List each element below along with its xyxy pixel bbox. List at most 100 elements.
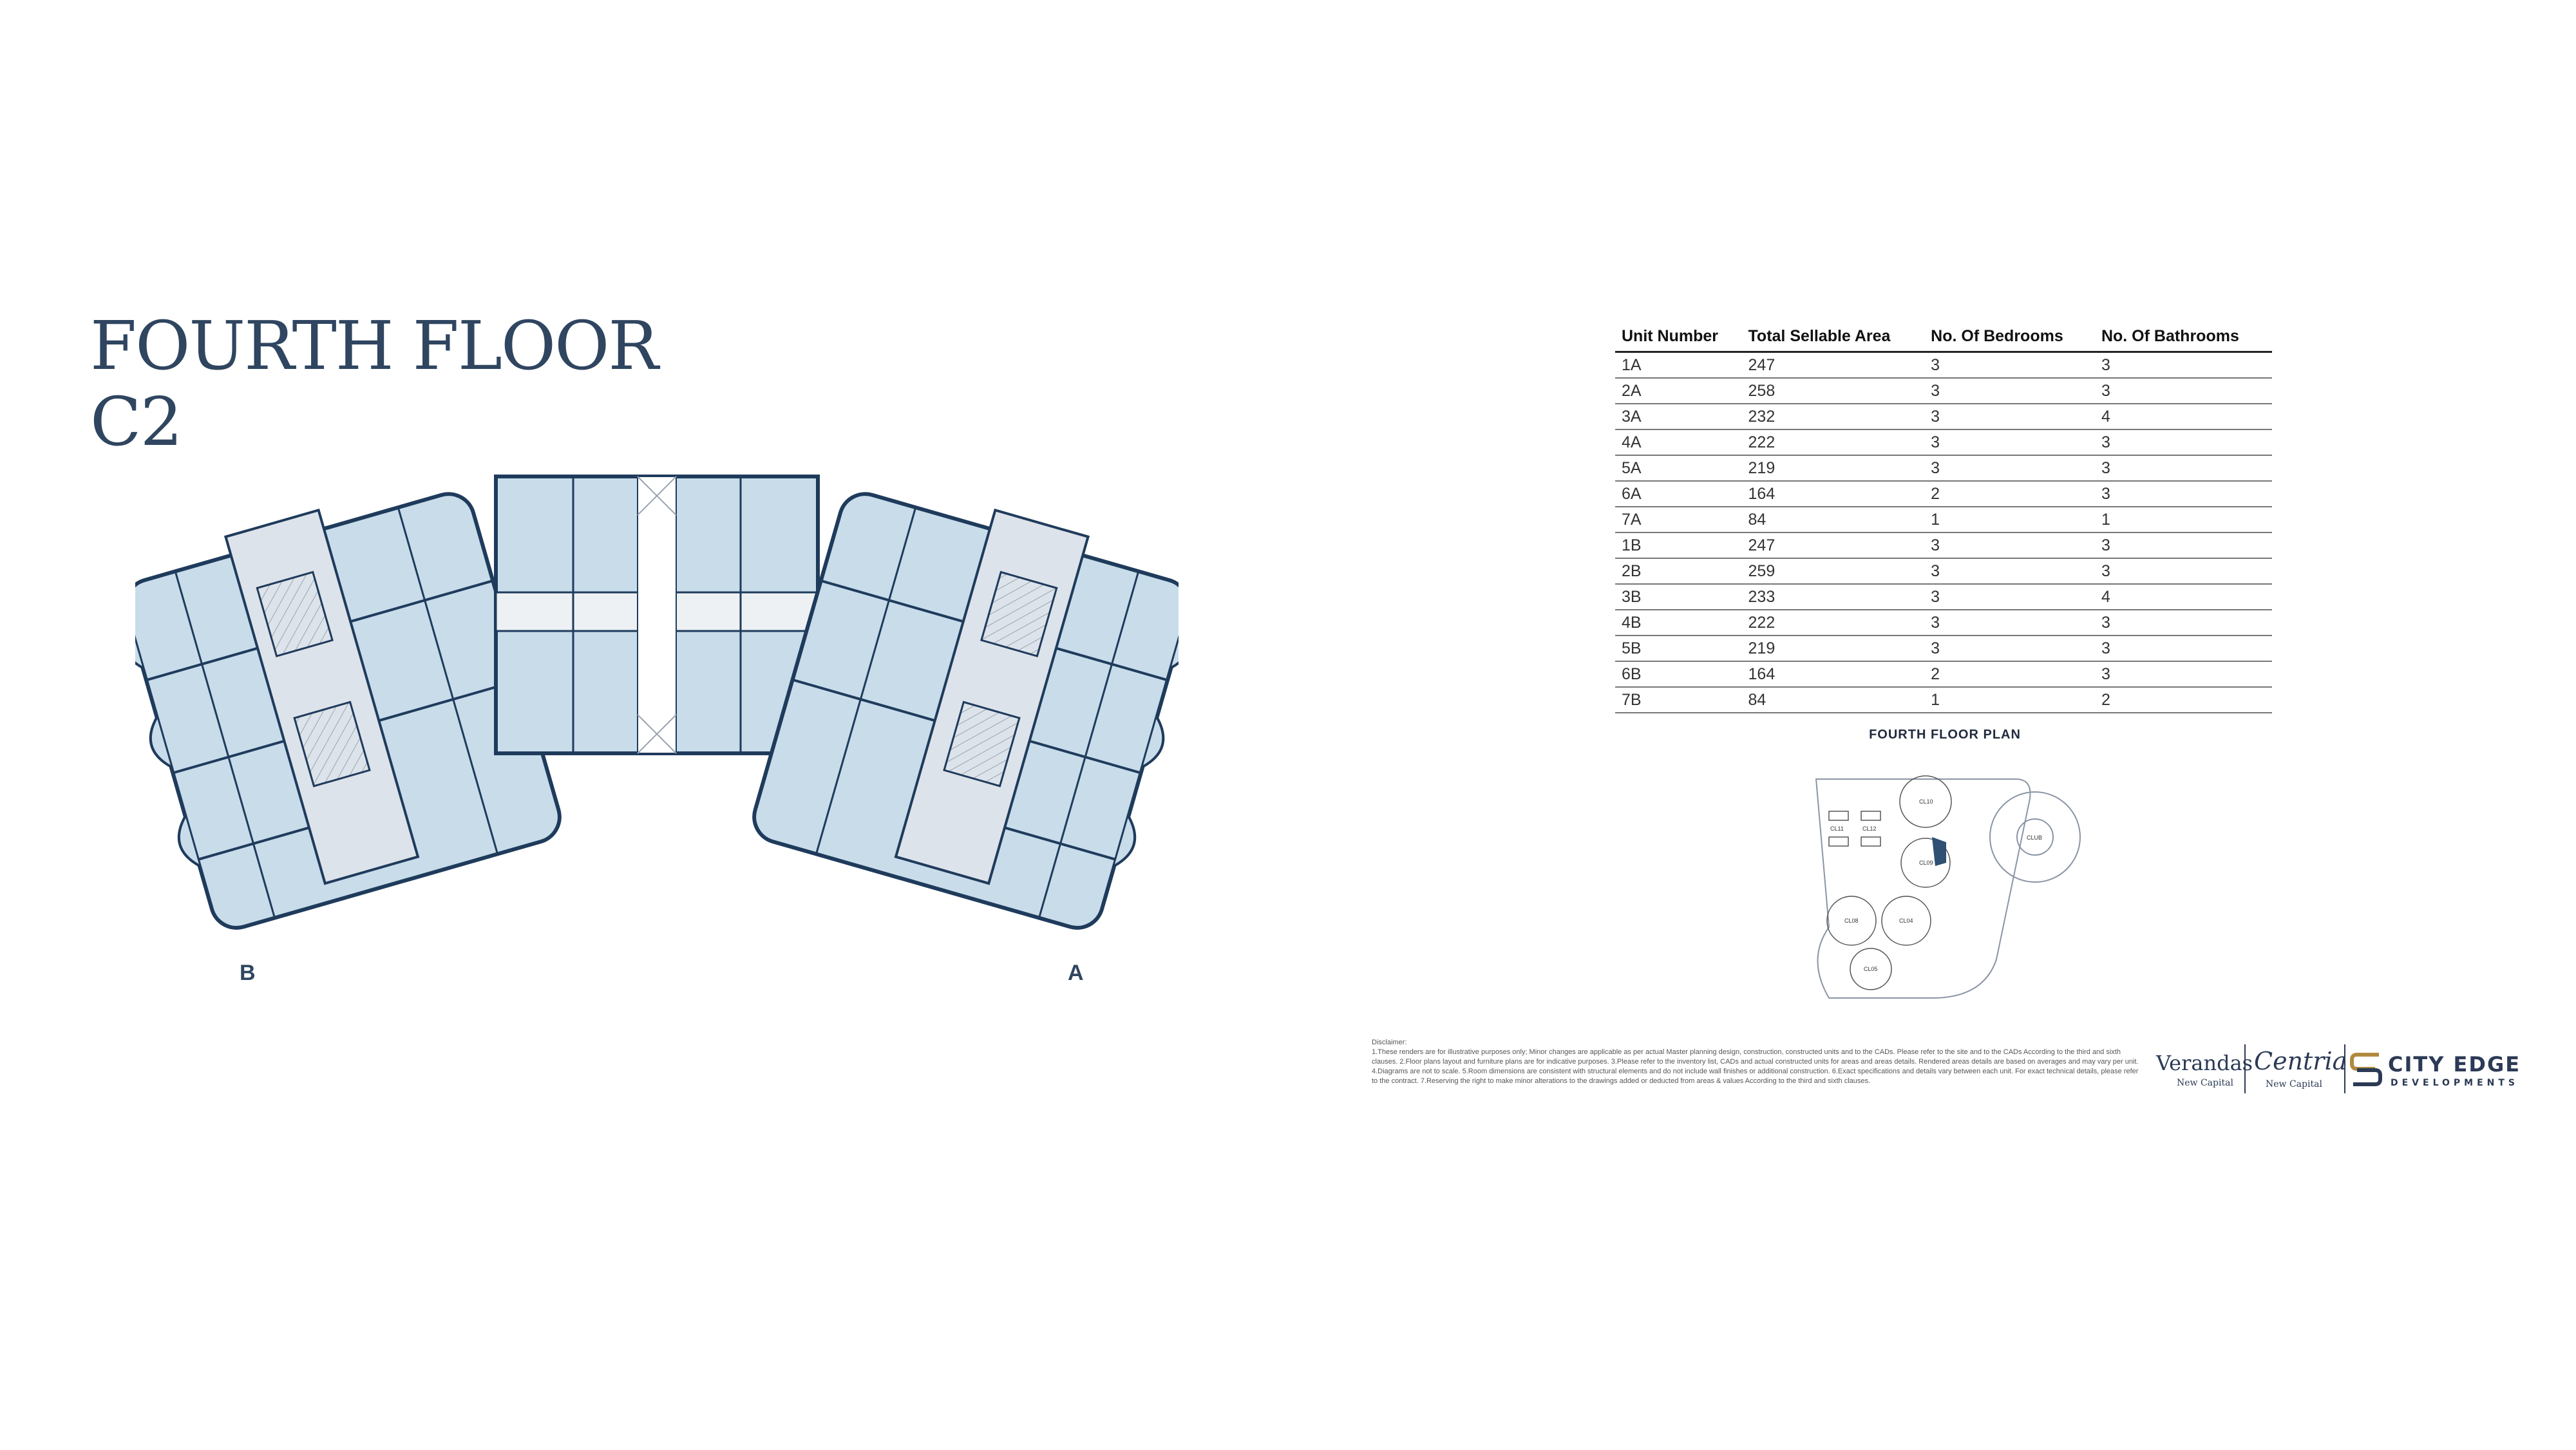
city-edge-logo: CITY EDGE xyxy=(2388,1052,2521,1077)
wing-b-stair-2 xyxy=(293,701,371,787)
cell-bathrooms: 3 xyxy=(2094,558,2272,585)
floor-plan-drawing xyxy=(135,475,1179,930)
cell-bathrooms: 4 xyxy=(2094,404,2272,430)
wing-b-bay-3 xyxy=(177,815,200,867)
cell-total-sellable-area: 84 xyxy=(1741,687,1925,713)
cluster-label-cl10: CL10 xyxy=(1919,798,1933,805)
cell-unit-number: 5A xyxy=(1615,455,1742,482)
cell-total-sellable-area: 84 xyxy=(1741,507,1925,533)
site-plan-title: FOURTH FLOOR PLAN xyxy=(1869,728,2021,742)
cell-bedrooms: 3 xyxy=(1924,532,2095,559)
table-row: 2A 258 3 3 xyxy=(1615,378,2272,404)
table-header-row: Unit Number Total Sellable Area No. Of B… xyxy=(1615,325,2272,353)
cluster-cl09: CL09 xyxy=(1900,837,1951,888)
cell-bedrooms: 3 xyxy=(1924,378,2095,404)
header-unit-number: Unit Number xyxy=(1615,325,1742,353)
centria-logo: Centria xyxy=(2254,1047,2347,1075)
central-void xyxy=(637,476,677,754)
cell-bathrooms: 3 xyxy=(2094,455,2272,482)
cell-total-sellable-area: 219 xyxy=(1741,636,1925,662)
cell-bathrooms: 1 xyxy=(2094,507,2272,533)
cell-total-sellable-area: 233 xyxy=(1741,584,1925,610)
cell-bedrooms: 1 xyxy=(1924,687,2095,713)
site-plan-diagram: CLUB CL11 CL12 CL10 CL09 CL08 CL04 CL05 xyxy=(1815,775,2081,999)
cell-unit-number: 7A xyxy=(1615,507,1742,533)
cell-bathrooms: 3 xyxy=(2094,636,2272,662)
table-row: 3A 232 3 4 xyxy=(1615,404,2272,430)
cluster-label-club: CLUB xyxy=(2027,834,2042,841)
cell-bedrooms: 3 xyxy=(1924,455,2095,482)
wing-b-bay-2 xyxy=(149,717,172,768)
cell-total-sellable-area: 222 xyxy=(1741,610,1925,636)
cell-unit-number: 4A xyxy=(1615,429,1742,456)
header-bedrooms: No. Of Bedrooms xyxy=(1924,325,2095,353)
wing-a-bay-2 xyxy=(1142,717,1165,768)
cell-total-sellable-area: 164 xyxy=(1741,661,1925,688)
cell-bedrooms: 3 xyxy=(1924,584,2095,610)
table-row: 1A 247 3 3 xyxy=(1615,352,2272,379)
cluster-cl10: CL10 xyxy=(1899,775,1952,828)
table-row: 5A 219 3 3 xyxy=(1615,455,2272,482)
cell-total-sellable-area: 259 xyxy=(1741,558,1925,585)
cell-unit-number: 1B xyxy=(1615,532,1742,559)
cell-unit-number: 6A xyxy=(1615,481,1742,507)
wing-a-bay-3 xyxy=(1113,815,1137,867)
wing-b-bay-1 xyxy=(135,617,144,669)
cell-total-sellable-area: 164 xyxy=(1741,481,1925,507)
logo-divider-1 xyxy=(2244,1044,2246,1093)
cell-bathrooms: 3 xyxy=(2094,661,2272,688)
wing-a-stair-1 xyxy=(980,570,1058,657)
cell-total-sellable-area: 232 xyxy=(1741,404,1925,430)
cluster-cl05: CL05 xyxy=(1850,948,1892,990)
cell-unit-number: 3B xyxy=(1615,584,1742,610)
title-line-2: C2 xyxy=(90,382,183,461)
cell-unit-number: 6B xyxy=(1615,661,1742,688)
cell-bedrooms: 1 xyxy=(1924,507,2095,533)
club-circle-inner xyxy=(2016,818,2054,856)
cluster-cl12: CL12 xyxy=(1861,811,1881,847)
site-boundary xyxy=(1815,778,2031,999)
wing-b-stair-1 xyxy=(256,570,334,657)
city-edge-logo-subtitle: DEVELOPMENTS xyxy=(2391,1078,2519,1088)
header-total-sellable-area: Total Sellable Area xyxy=(1741,325,1925,353)
table-row: 6A 164 2 3 xyxy=(1615,481,2272,507)
wing-a-stair-2 xyxy=(943,701,1021,787)
cell-total-sellable-area: 247 xyxy=(1741,352,1925,379)
cell-bedrooms: 3 xyxy=(1924,558,2095,585)
city-edge-mark-icon xyxy=(2350,1053,2382,1086)
table-row: 4A 222 3 3 xyxy=(1615,429,2272,456)
cluster-label-cl11: CL11 xyxy=(1830,825,1844,832)
table-row: 1B 247 3 3 xyxy=(1615,532,2272,559)
page-title: FOURTH FLOOR C2 xyxy=(90,306,659,461)
disclaimer: Disclaimer: 1.These renders are for illu… xyxy=(1372,1038,2145,1086)
centria-logo-subtitle: New Capital xyxy=(2266,1079,2322,1089)
cell-bedrooms: 3 xyxy=(1924,404,2095,430)
club-circle-outer xyxy=(1989,791,2081,883)
verandas-logo-subtitle: New Capital xyxy=(2177,1078,2233,1088)
wing-label-a: A xyxy=(1068,961,1085,985)
cell-unit-number: 1A xyxy=(1615,352,1742,379)
cluster-cl04: CL04 xyxy=(1881,896,1931,946)
title-line-1: FOURTH FLOOR xyxy=(90,306,659,385)
table-row: 7B 84 1 2 xyxy=(1615,687,2272,713)
disclaimer-text: 1.These renders are for illustrative pur… xyxy=(1372,1048,2139,1085)
cluster-label-cl09: CL09 xyxy=(1919,860,1933,866)
central-block xyxy=(494,475,820,755)
cell-bedrooms: 3 xyxy=(1924,636,2095,662)
wing-a-bay-1 xyxy=(1170,617,1179,669)
wing-label-b: B xyxy=(240,961,257,985)
cell-bathrooms: 3 xyxy=(2094,532,2272,559)
cell-unit-number: 2A xyxy=(1615,378,1742,404)
cell-total-sellable-area: 258 xyxy=(1741,378,1925,404)
cell-bedrooms: 3 xyxy=(1924,429,2095,456)
units-table: Unit Number Total Sellable Area No. Of B… xyxy=(1615,325,2272,713)
verandas-logo: Verandas xyxy=(2156,1051,2253,1075)
cell-unit-number: 3A xyxy=(1615,404,1742,430)
cell-total-sellable-area: 222 xyxy=(1741,429,1925,456)
cell-bathrooms: 4 xyxy=(2094,584,2272,610)
cluster-cl11: CL11 xyxy=(1828,811,1849,847)
cluster-label-cl08: CL08 xyxy=(1844,918,1859,924)
cell-bedrooms: 3 xyxy=(1924,352,2095,379)
header-bathrooms: No. Of Bathrooms xyxy=(2094,325,2272,353)
table-row: 6B 164 2 3 xyxy=(1615,661,2272,688)
